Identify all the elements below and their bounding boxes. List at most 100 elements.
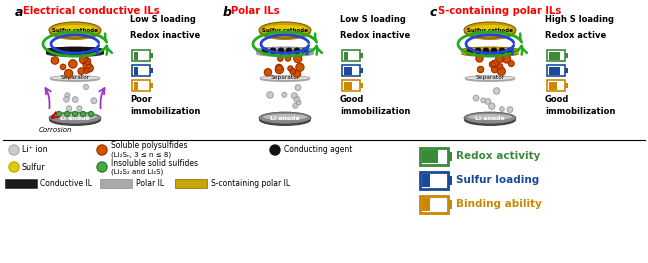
Text: Li⁺ ion: Li⁺ ion — [22, 145, 47, 154]
Bar — [133, 82, 138, 89]
Text: Li anode: Li anode — [270, 115, 300, 120]
Circle shape — [277, 56, 283, 61]
Ellipse shape — [464, 114, 516, 126]
Text: Conductive IL: Conductive IL — [40, 180, 92, 189]
Circle shape — [97, 162, 107, 172]
Text: Poor: Poor — [130, 95, 152, 104]
Circle shape — [60, 64, 65, 69]
Bar — [150, 53, 153, 58]
Circle shape — [294, 70, 301, 77]
Bar — [461, 50, 519, 54]
Circle shape — [295, 85, 301, 90]
Text: Polar IL: Polar IL — [136, 180, 164, 189]
Text: Sulfur: Sulfur — [22, 163, 45, 171]
Text: Separator: Separator — [476, 75, 505, 80]
Text: b: b — [223, 6, 232, 19]
Ellipse shape — [259, 112, 311, 124]
Circle shape — [278, 48, 284, 54]
Circle shape — [65, 112, 69, 117]
Bar — [565, 68, 568, 73]
Text: Soluble polysulfides: Soluble polysulfides — [111, 141, 187, 150]
Ellipse shape — [465, 75, 515, 80]
Ellipse shape — [468, 114, 512, 120]
Bar — [132, 50, 150, 61]
Circle shape — [467, 48, 473, 54]
Bar — [133, 52, 138, 59]
Circle shape — [286, 48, 292, 54]
Ellipse shape — [49, 24, 101, 40]
Ellipse shape — [461, 51, 519, 57]
Circle shape — [89, 112, 93, 117]
Circle shape — [476, 55, 483, 62]
Bar — [132, 65, 150, 76]
Bar — [150, 83, 153, 88]
Circle shape — [275, 65, 283, 74]
Bar — [150, 68, 153, 73]
Circle shape — [67, 106, 71, 111]
Bar — [132, 80, 150, 91]
Text: Binding ability: Binding ability — [456, 199, 542, 209]
Circle shape — [276, 64, 282, 71]
Circle shape — [264, 69, 272, 76]
Text: S-containing polar ILs: S-containing polar ILs — [438, 6, 561, 16]
Bar — [256, 50, 314, 54]
Circle shape — [294, 97, 300, 102]
Circle shape — [498, 67, 505, 75]
Circle shape — [489, 62, 495, 67]
Bar — [46, 50, 104, 54]
Circle shape — [86, 64, 93, 72]
Text: (Li₂Sₙ, 3 ≤ n ≤ 8): (Li₂Sₙ, 3 ≤ n ≤ 8) — [111, 152, 171, 158]
Text: a: a — [15, 6, 23, 19]
Circle shape — [65, 93, 70, 98]
Bar — [5, 179, 37, 188]
Circle shape — [509, 61, 514, 67]
Circle shape — [56, 112, 62, 117]
Text: Redox active: Redox active — [545, 31, 607, 39]
Ellipse shape — [468, 25, 512, 33]
Text: Conducting agent: Conducting agent — [284, 145, 353, 154]
Circle shape — [507, 107, 513, 112]
Circle shape — [497, 64, 503, 70]
Circle shape — [9, 145, 19, 155]
Bar — [343, 82, 352, 89]
Bar — [422, 150, 437, 163]
Bar — [565, 53, 568, 58]
Circle shape — [80, 112, 86, 117]
Ellipse shape — [464, 22, 516, 38]
Circle shape — [270, 145, 280, 155]
Bar — [420, 196, 448, 213]
Bar — [420, 172, 448, 189]
Circle shape — [78, 68, 85, 74]
Circle shape — [84, 58, 91, 64]
Text: Sulfur cathode: Sulfur cathode — [467, 28, 513, 33]
Ellipse shape — [53, 114, 97, 120]
Circle shape — [296, 100, 301, 105]
Text: Good: Good — [340, 95, 364, 104]
Text: Separator: Separator — [60, 75, 89, 80]
Circle shape — [84, 84, 88, 89]
Ellipse shape — [259, 24, 311, 40]
Ellipse shape — [49, 22, 101, 38]
Bar — [548, 52, 560, 59]
Circle shape — [262, 48, 268, 54]
Bar — [420, 148, 448, 165]
Ellipse shape — [461, 47, 519, 53]
Circle shape — [296, 63, 304, 71]
Circle shape — [290, 69, 296, 74]
Ellipse shape — [50, 75, 100, 80]
Circle shape — [64, 97, 69, 102]
Circle shape — [503, 55, 511, 63]
Text: Li anode: Li anode — [475, 115, 505, 120]
Text: Sulfur cathode: Sulfur cathode — [52, 28, 98, 33]
Circle shape — [91, 98, 97, 104]
Bar — [422, 174, 430, 187]
Circle shape — [294, 55, 302, 63]
Circle shape — [294, 48, 300, 54]
Circle shape — [499, 48, 505, 54]
Circle shape — [73, 112, 78, 117]
Circle shape — [478, 66, 483, 73]
Ellipse shape — [260, 77, 310, 82]
Circle shape — [473, 95, 479, 101]
Bar — [548, 67, 560, 74]
Bar — [175, 179, 207, 188]
